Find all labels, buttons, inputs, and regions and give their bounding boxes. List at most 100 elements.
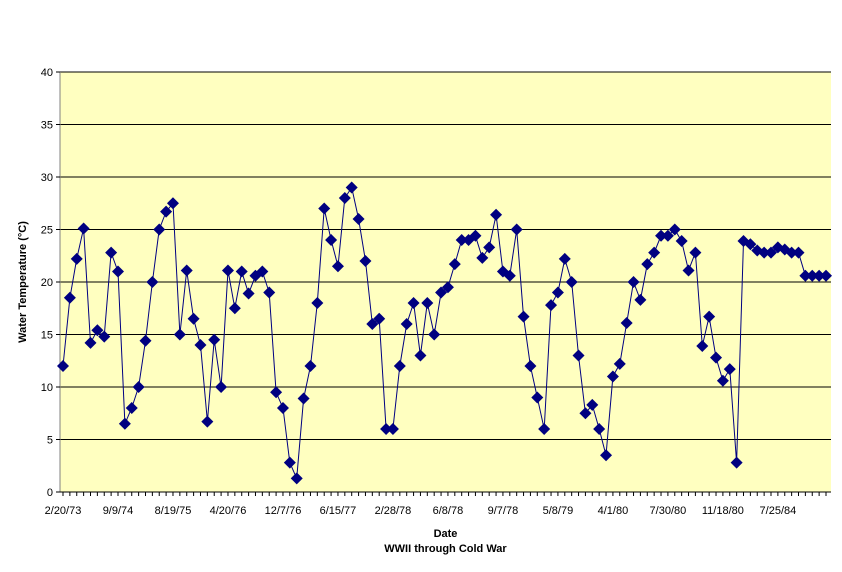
data-point-marker bbox=[696, 340, 709, 353]
series-temperature bbox=[57, 181, 832, 485]
data-point-marker bbox=[338, 192, 351, 204]
data-point-marker bbox=[716, 374, 729, 387]
data-point-marker bbox=[600, 449, 613, 462]
data-point-marker bbox=[180, 264, 193, 277]
data-point-marker bbox=[682, 264, 695, 277]
x-tick-label: 2/28/78 bbox=[375, 505, 412, 517]
data-point-marker bbox=[359, 255, 372, 267]
data-point-marker bbox=[648, 246, 661, 259]
data-point-marker bbox=[565, 276, 578, 288]
x-tick-label: 2/20/73 bbox=[45, 505, 82, 517]
data-point-marker bbox=[132, 381, 145, 393]
data-point-marker bbox=[146, 276, 159, 288]
data-point-marker bbox=[125, 402, 138, 414]
data-point-marker bbox=[606, 370, 619, 383]
data-point-marker bbox=[84, 336, 97, 349]
data-point-marker bbox=[77, 222, 90, 235]
data-point-marker bbox=[723, 363, 736, 376]
data-point-marker bbox=[551, 286, 564, 299]
data-point-marker bbox=[730, 456, 743, 469]
x-tick-label: 9/7/78 bbox=[488, 505, 519, 517]
data-point-marker bbox=[455, 234, 468, 246]
x-tick-label: 5/8/79 bbox=[543, 505, 574, 517]
data-point-marker bbox=[221, 264, 234, 277]
data-point-marker bbox=[476, 251, 489, 264]
data-point-marker bbox=[448, 258, 461, 271]
data-point-marker bbox=[407, 297, 420, 309]
data-point-marker bbox=[572, 349, 585, 362]
data-point-marker bbox=[304, 360, 317, 372]
data-point-marker bbox=[276, 402, 289, 414]
data-point-marker bbox=[820, 269, 832, 282]
data-point-marker bbox=[118, 417, 131, 430]
data-point-marker bbox=[386, 423, 399, 435]
data-point-marker bbox=[813, 269, 826, 282]
data-point-marker bbox=[538, 423, 551, 435]
data-point-marker bbox=[758, 246, 771, 259]
data-point-marker bbox=[91, 324, 104, 337]
data-point-marker bbox=[290, 472, 303, 485]
x-tick-label: 6/15/77 bbox=[320, 505, 357, 517]
data-point-marker bbox=[111, 265, 124, 278]
series-line bbox=[62, 186, 826, 479]
data-point-marker bbox=[57, 360, 69, 372]
data-point-marker bbox=[435, 286, 448, 299]
data-point-marker bbox=[345, 181, 358, 194]
x-tick-label: 4/20/76 bbox=[210, 505, 247, 517]
x-tick-label: 6/8/78 bbox=[433, 505, 464, 517]
y-tick-label: 10 bbox=[41, 382, 53, 394]
data-point-marker bbox=[668, 223, 681, 236]
data-point-marker bbox=[689, 246, 702, 259]
data-point-marker bbox=[393, 360, 406, 372]
y-tick-label: 35 bbox=[41, 120, 53, 132]
data-point-marker bbox=[105, 246, 118, 259]
data-point-marker bbox=[510, 223, 523, 236]
data-point-marker bbox=[545, 299, 558, 312]
data-point-marker bbox=[70, 252, 83, 265]
y-tick-label: 15 bbox=[41, 330, 53, 342]
data-point-marker bbox=[373, 312, 386, 325]
data-point-marker bbox=[799, 269, 812, 282]
data-point-marker bbox=[187, 312, 200, 325]
data-point-marker bbox=[620, 316, 633, 329]
data-point-marker bbox=[325, 234, 338, 246]
data-point-marker bbox=[517, 310, 530, 323]
data-point-marker bbox=[421, 297, 434, 309]
y-tick-label: 40 bbox=[41, 67, 53, 79]
data-point-marker bbox=[441, 281, 454, 294]
data-point-marker bbox=[414, 349, 427, 362]
y-axis-title: Water Temperature (°C) bbox=[17, 221, 29, 343]
data-point-marker bbox=[166, 197, 179, 210]
data-point-marker bbox=[655, 229, 668, 242]
x-tick-label: 8/19/75 bbox=[155, 505, 192, 517]
data-point-marker bbox=[579, 407, 592, 420]
data-point-marker bbox=[785, 246, 798, 259]
data-point-marker bbox=[98, 330, 111, 343]
data-point-marker bbox=[524, 360, 537, 372]
data-point-marker bbox=[194, 339, 207, 351]
data-point-marker bbox=[483, 241, 496, 254]
data-point-marker bbox=[63, 291, 76, 304]
data-point-marker bbox=[331, 260, 344, 273]
data-point-marker bbox=[400, 318, 413, 330]
data-point-marker bbox=[641, 258, 654, 271]
data-point-marker bbox=[228, 302, 241, 315]
data-point-marker bbox=[613, 357, 626, 370]
data-point-marker bbox=[311, 297, 324, 309]
data-point-marker bbox=[139, 334, 152, 347]
data-point-marker bbox=[318, 202, 331, 215]
data-point-marker bbox=[744, 238, 757, 251]
y-tick-label: 5 bbox=[47, 435, 53, 447]
x-tick-label: 11/18/80 bbox=[702, 505, 744, 517]
data-point-marker bbox=[428, 328, 441, 341]
data-point-marker bbox=[469, 229, 482, 242]
x-tick-label: 12/7/76 bbox=[265, 505, 302, 517]
data-point-marker bbox=[490, 208, 503, 221]
data-point-marker bbox=[765, 246, 778, 259]
data-point-marker bbox=[558, 252, 571, 265]
data-point-marker bbox=[215, 381, 228, 393]
data-point-marker bbox=[283, 456, 296, 469]
data-point-marker bbox=[661, 229, 674, 242]
data-point-marker bbox=[675, 235, 688, 248]
